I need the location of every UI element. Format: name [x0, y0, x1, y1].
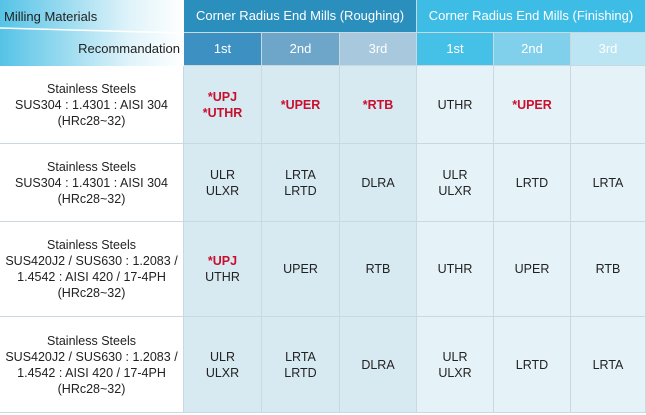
tool-code: LRTA [285, 349, 316, 364]
tool-cell: *UPER [262, 66, 340, 144]
tool-code: ULR [442, 167, 468, 182]
material-line: Stainless Steels [47, 333, 136, 348]
material-cell: Stainless Steels SUS304 : 1.4301 : AISI 3… [0, 66, 184, 144]
corner-label: Milling Materials [4, 9, 98, 24]
material-line: SUS304 : 1.4301 : AISI 304 [15, 97, 168, 112]
material-line: (HRc28~32) [57, 286, 126, 300]
tool-cell: *UPJ UTHR [184, 222, 262, 317]
tool-cell: *RTB [340, 66, 417, 144]
tool-code: *UPJ [207, 89, 238, 104]
material-cell: Stainless Steels SUS420J2 / SUS630 : 1.20… [0, 317, 184, 413]
tool-code: LRTD [515, 175, 549, 190]
tool-cell: LRTD [494, 317, 571, 413]
tool-code: ULR [209, 349, 235, 364]
rank-header: 1st [417, 33, 494, 66]
tool-cell: UTHR [417, 222, 494, 317]
tool-cell: DLRA [340, 317, 417, 413]
material-line: Stainless Steels [47, 81, 136, 96]
tool-code: UPER [514, 262, 550, 276]
tool-cell: LRTA LRTD [262, 144, 340, 222]
tool-cell: LRTD [494, 144, 571, 222]
rank-header: 3rd [571, 33, 646, 66]
tool-code: ULR [442, 349, 468, 364]
rank-label: 3rd [368, 41, 388, 56]
tool-cell: LRTA LRTD [262, 317, 340, 413]
tool-cell: ULR ULXR [417, 317, 494, 413]
tool-code: *UPER [512, 97, 552, 112]
tool-code: RTB [595, 262, 621, 276]
material-line: (HRc28~32) [57, 191, 126, 206]
rank-header: 2nd [494, 33, 571, 66]
tool-code: UTHR [205, 270, 240, 284]
tool-code: DLRA [361, 175, 395, 190]
rank-label: 1st [213, 41, 232, 56]
corner-label: Recommandation [78, 41, 180, 56]
group-title: Corner Radius End Mills (Finishing) [428, 8, 634, 23]
tool-code: LRTA [592, 175, 624, 190]
material-cell: Stainless Steels SUS304 : 1.4301 : AISI 3… [0, 144, 184, 222]
material-cell: Stainless Steels SUS420J2 / SUS630 : 1.20… [0, 222, 184, 317]
tool-code: LRTA [592, 357, 624, 372]
tool-code: RTB [365, 262, 391, 276]
rank-label: 2nd [521, 41, 543, 56]
tool-cell: RTB [340, 222, 417, 317]
tool-code: *UPER [280, 97, 321, 112]
material-line: Stainless Steels [47, 159, 136, 174]
tool-code: UTHR [437, 262, 473, 276]
tool-code: ULR [209, 167, 235, 182]
tool-code: LRTD [284, 183, 317, 198]
material-line: SUS420J2 / SUS630 : 1.2083 / [5, 349, 178, 364]
tool-code: UTHR [437, 97, 473, 112]
tool-code: *RTB [362, 97, 394, 112]
tool-code: LRTD [284, 365, 317, 380]
rank-header: 3rd [340, 33, 417, 66]
diagonal-divider [0, 27, 184, 34]
rank-label: 1st [446, 41, 464, 56]
tool-code: UPER [283, 262, 318, 276]
tool-cell: UPER [262, 222, 340, 317]
tool-code: *UPJ [207, 254, 238, 268]
tool-code: LRTD [515, 357, 549, 372]
material-line: Stainless Steels [47, 238, 136, 252]
tool-cell: ULR ULXR [184, 144, 262, 222]
material-line: (HRc28~32) [57, 381, 126, 396]
material-line: 1.4542 : AISI 420 / 17-4PH [17, 270, 166, 284]
group-header: Corner Radius End Mills (Roughing) [184, 0, 417, 33]
tool-cell: ULR ULXR [184, 317, 262, 413]
material-line: SUS420J2 / SUS630 : 1.2083 / [5, 254, 178, 268]
group-header: Corner Radius End Mills (Finishing) [417, 0, 646, 33]
rank-header: 1st [184, 33, 262, 66]
tool-code: ULXR [205, 183, 240, 198]
tool-cell: LRTA [571, 317, 646, 413]
tool-code: LRTA [285, 167, 316, 182]
rank-header: 2nd [262, 33, 340, 66]
tool-cell: DLRA [340, 144, 417, 222]
tool-cell [571, 66, 646, 144]
corner-header: Milling Materials Recommandation [0, 0, 184, 67]
tool-cell: LRTA [571, 144, 646, 222]
tool-cell: UTHR [417, 66, 494, 144]
tool-cell: ULR ULXR [417, 144, 494, 222]
tool-code: DLRA [361, 357, 395, 372]
tool-code: ULXR [438, 183, 472, 198]
tool-code: *UTHR [202, 105, 243, 120]
tool-cell: RTB [571, 222, 646, 317]
tool-cell: UPER [494, 222, 571, 317]
tool-code: ULXR [205, 365, 240, 380]
tool-cell: *UPJ *UTHR [184, 66, 262, 144]
material-line: 1.4542 : AISI 420 / 17-4PH [17, 365, 166, 380]
rank-label: 3rd [598, 41, 618, 56]
tool-cell: *UPER [494, 66, 571, 144]
material-line: SUS304 : 1.4301 : AISI 304 [15, 175, 168, 190]
group-title: Corner Radius End Mills (Roughing) [195, 8, 405, 23]
rank-label: 2nd [289, 41, 312, 56]
tool-code: ULXR [438, 365, 472, 380]
material-line: (HRc28~32) [57, 113, 126, 128]
